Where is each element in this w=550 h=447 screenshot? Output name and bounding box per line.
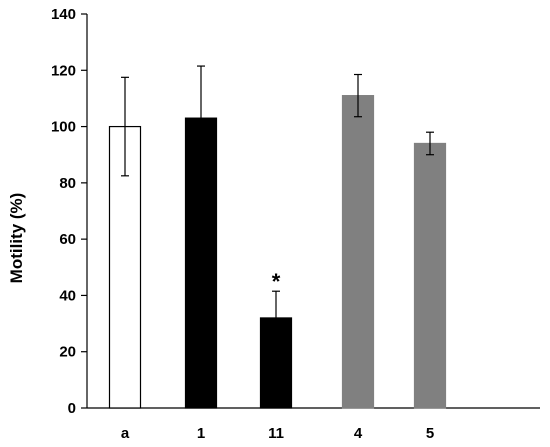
y-tick-label: 80	[59, 175, 76, 192]
bars	[108, 95, 447, 409]
y-tick-label: 60	[59, 231, 76, 248]
x-tick-label-4: 4	[354, 425, 363, 442]
bar-4	[341, 95, 375, 409]
x-tick-label-a: a	[121, 425, 130, 442]
bar-5	[413, 142, 447, 409]
y-tick-label: 0	[68, 400, 76, 417]
x-tick-labels: a 1 11 4 5	[121, 425, 434, 442]
x-tick-label-5: 5	[426, 425, 434, 442]
bar-11	[259, 317, 293, 409]
y-tick-label: 20	[59, 344, 76, 361]
error-bars	[121, 65, 434, 346]
significance-marker: *	[272, 269, 281, 294]
y-tick-label: 100	[51, 119, 76, 136]
axes	[81, 13, 540, 409]
x-tick-label-1: 1	[197, 425, 205, 442]
y-tick-label: 140	[51, 6, 76, 23]
y-tick-label: 40	[59, 287, 76, 304]
annotations: *	[272, 269, 281, 294]
y-tick-label: 120	[51, 62, 76, 79]
y-axis-title: Motility (%)	[7, 193, 26, 284]
y-tick-labels: 0 20 40 60 80 100 120 140	[51, 6, 76, 417]
x-tick-label-11: 11	[268, 425, 284, 442]
